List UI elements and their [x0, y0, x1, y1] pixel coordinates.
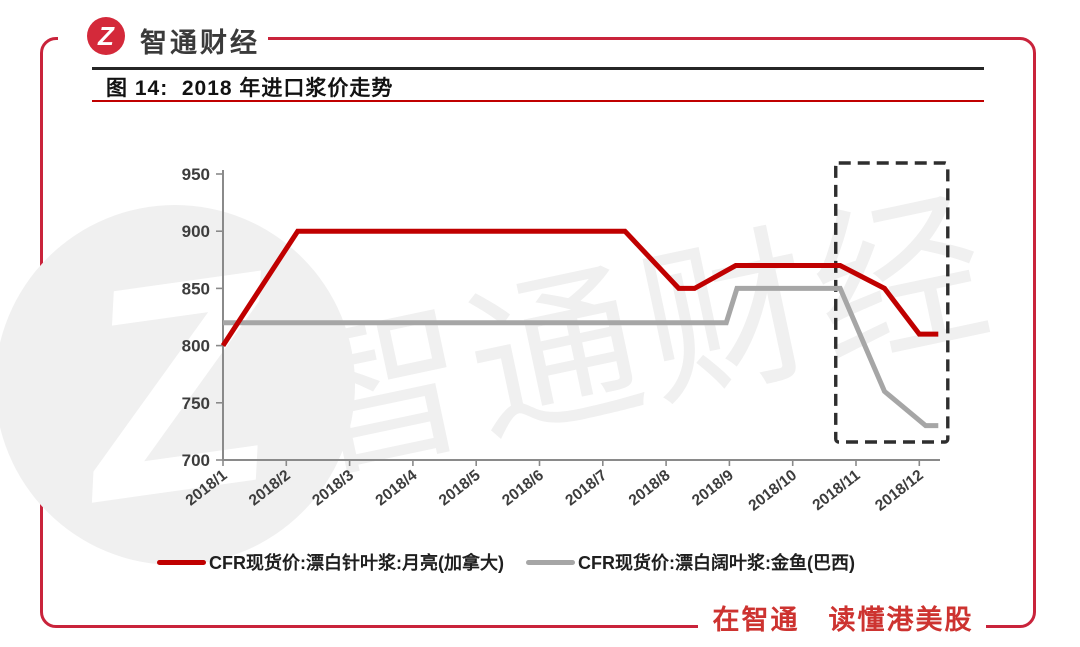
svg-text:700: 700	[182, 451, 210, 470]
logo-glyph: Z	[98, 21, 114, 51]
svg-text:2018/8: 2018/8	[626, 467, 674, 510]
svg-text:2018/10: 2018/10	[746, 467, 801, 515]
legend-label-softwood: CFR现货价:漂白针叶浆:月亮(加拿大)	[209, 553, 504, 573]
title-bottom-rule	[92, 100, 984, 102]
svg-text:2018/7: 2018/7	[562, 467, 610, 510]
legend-item-softwood: CFR现货价:漂白针叶浆:月亮(加拿大)	[157, 549, 504, 575]
legend-red-line-icon	[157, 559, 206, 565]
svg-text:850: 850	[182, 279, 210, 298]
figure-title: 图 14: 2018 年进口浆价走势	[106, 77, 394, 100]
svg-text:750: 750	[182, 394, 210, 413]
legend-item-hardwood: CFR现货价:漂白阔叶浆:金鱼(巴西)	[525, 549, 855, 575]
legend-gray-line-icon	[525, 559, 575, 565]
svg-text:950: 950	[182, 165, 210, 184]
zhitong-logo-icon: Z	[87, 17, 125, 55]
chart-legend: CFR现货价:漂白针叶浆:月亮(加拿大) CFR现货价:漂白阔叶浆:金鱼(巴西)	[157, 549, 855, 575]
watermark-logo-circle	[0, 205, 355, 565]
svg-text:2018/12: 2018/12	[872, 467, 927, 515]
series-hardwood-gray	[223, 285, 939, 429]
brand-slogan: 在智通 读懂港美股	[712, 605, 974, 635]
watermark-text: 智通财经	[280, 171, 1008, 503]
svg-text:2018/6: 2018/6	[499, 467, 547, 510]
highlight-box-nov-dec	[834, 161, 950, 444]
svg-text:800: 800	[182, 337, 210, 356]
svg-text:2018/11: 2018/11	[810, 467, 864, 515]
brand-name: 智通财经	[140, 28, 260, 58]
legend-label-hardwood: CFR现货价:漂白阔叶浆:金鱼(巴西)	[577, 553, 855, 573]
frame-gap-bottom	[698, 613, 986, 630]
svg-text:900: 900	[182, 222, 210, 241]
series-softwood-red	[220, 228, 939, 347]
svg-text:2018/9: 2018/9	[689, 467, 737, 510]
title-top-rule	[92, 67, 984, 70]
